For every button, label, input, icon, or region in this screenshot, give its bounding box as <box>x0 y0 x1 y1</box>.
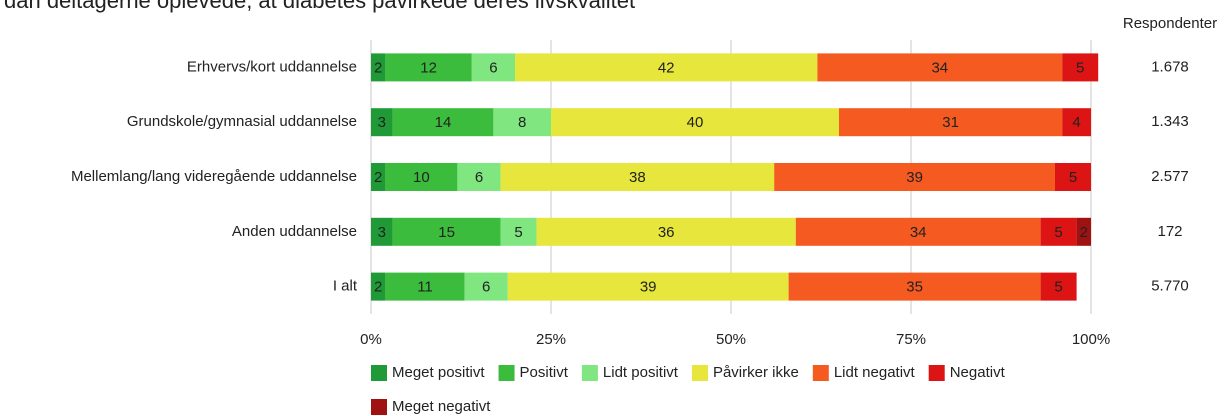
y-tick-label: Anden uddannelse <box>232 223 357 240</box>
bar-segment <box>385 163 458 191</box>
respondent-count: 5.770 <box>1151 278 1189 295</box>
data-label: 35 <box>906 279 923 296</box>
data-label: 38 <box>629 169 646 186</box>
bar-segment <box>1062 53 1099 82</box>
legend-swatch <box>581 365 598 381</box>
bar-segment <box>371 272 386 301</box>
data-label: 34 <box>931 59 948 76</box>
y-tick-label: I alt <box>333 278 358 295</box>
legend-swatch <box>498 365 515 381</box>
legend-swatch <box>371 399 387 415</box>
x-tick-label: 0% <box>360 331 382 348</box>
respondent-count: 2.577 <box>1151 168 1189 185</box>
data-label: 6 <box>489 59 497 76</box>
legend-swatch <box>928 365 945 381</box>
bar-segment <box>515 53 818 82</box>
data-label: 36 <box>658 224 675 241</box>
legend-swatch <box>371 365 387 381</box>
bar-segment <box>839 108 1063 137</box>
data-label: 31 <box>942 114 959 131</box>
data-label: 2 <box>374 59 382 76</box>
bar-segment <box>1062 108 1091 137</box>
data-label: 3 <box>378 114 386 131</box>
bar-segment <box>457 163 501 191</box>
bar-segment <box>493 108 551 137</box>
bar-segment <box>371 163 386 191</box>
data-label: 6 <box>475 169 483 186</box>
y-tick-label: Mellemlang/lang videregående uddannelse <box>71 168 357 185</box>
x-tick-label: 25% <box>536 331 566 348</box>
data-label: 2 <box>374 279 382 296</box>
respondent-count: 1.678 <box>1151 58 1189 75</box>
data-label: 34 <box>910 224 927 241</box>
bar-segment <box>774 163 1055 191</box>
bar-segment <box>788 272 1041 301</box>
y-tick-label: Grundskole/gymnasial uddannelse <box>127 113 357 130</box>
data-label: 8 <box>518 114 526 131</box>
data-label: 5 <box>514 224 522 241</box>
bar-segment <box>392 108 494 137</box>
data-label: 15 <box>438 224 455 241</box>
bar-segment <box>392 217 501 246</box>
bar-segment <box>536 217 796 246</box>
data-label: 5 <box>1054 224 1062 241</box>
legend-label: Lidt negativt <box>834 364 916 381</box>
bar-segment <box>471 53 515 82</box>
bar-segment <box>385 272 465 301</box>
y-tick-label: Erhvervs/kort uddannelse <box>187 58 357 75</box>
legend-swatch <box>812 365 829 381</box>
bar-segment <box>817 53 1063 82</box>
data-label: 12 <box>420 59 437 76</box>
x-tick-label: 100% <box>1072 331 1110 348</box>
data-label: 10 <box>413 169 430 186</box>
bar-segment <box>551 108 839 137</box>
respondent-count: 1.343 <box>1151 113 1189 130</box>
data-label: 5 <box>1069 169 1077 186</box>
legend-label: Påvirker ikke <box>713 364 799 381</box>
data-label: 11 <box>417 279 433 296</box>
legend-swatch <box>691 365 708 381</box>
bar-segment <box>795 217 1041 246</box>
data-label: 42 <box>658 59 675 76</box>
bar-segment <box>1040 217 1077 246</box>
legend-label: Meget negativt <box>392 398 491 415</box>
data-label: 39 <box>906 169 923 186</box>
bar-segment <box>1055 163 1091 191</box>
respondents-title: Respondenter <box>1123 15 1217 32</box>
legend-label: Positivt <box>520 364 569 381</box>
bar-segment <box>507 272 789 301</box>
bar-segment <box>371 108 393 137</box>
bar-segment <box>464 272 508 301</box>
legend-label: Lidt positivt <box>603 364 679 381</box>
data-label: 6 <box>482 279 490 296</box>
data-label: 4 <box>1072 114 1080 131</box>
x-tick-label: 75% <box>896 331 926 348</box>
legend-label: Meget positivt <box>392 364 485 381</box>
bar-segment <box>371 217 393 246</box>
respondent-count: 172 <box>1157 223 1182 240</box>
data-label: 5 <box>1076 59 1084 76</box>
data-label: 5 <box>1054 279 1062 296</box>
chart-title: dan deltagerne oplevede, at diabetes påv… <box>4 0 635 13</box>
bar-segment <box>1076 217 1091 246</box>
data-label: 2 <box>374 169 382 186</box>
bar-segment <box>371 53 386 82</box>
bar-segment <box>1040 272 1077 301</box>
bar-segment <box>500 217 537 246</box>
bar-segment <box>385 53 472 82</box>
data-label: 2 <box>1080 224 1088 241</box>
data-label: 14 <box>435 114 452 131</box>
data-label: 40 <box>687 114 704 131</box>
bar-segment <box>500 163 775 191</box>
legend-label: Negativt <box>950 364 1006 381</box>
data-label: 3 <box>378 224 386 241</box>
data-label: 39 <box>640 279 657 296</box>
x-tick-label: 50% <box>716 331 746 348</box>
